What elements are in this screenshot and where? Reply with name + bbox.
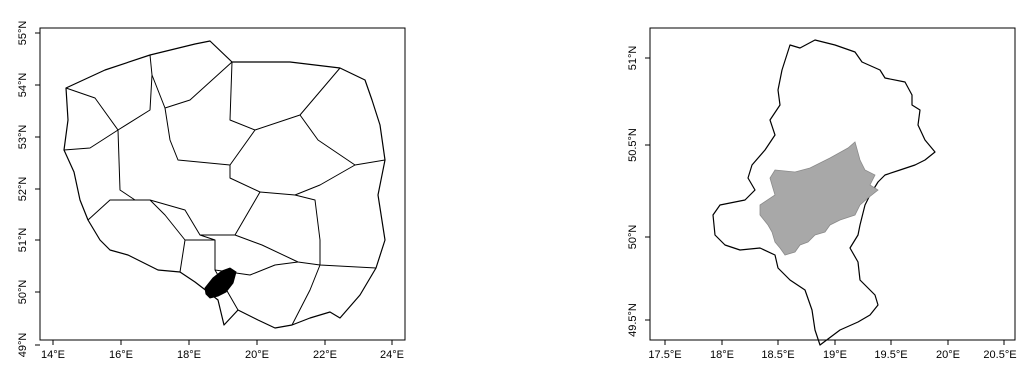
silesia-map-frame xyxy=(649,27,1016,341)
silesia-x-tick-label: 20°E xyxy=(936,349,960,361)
silesia-y-tick-label: 50.5°N xyxy=(627,128,639,162)
silesia-x-tick-label: 17.5°E xyxy=(648,349,681,361)
silesia-border xyxy=(712,39,936,346)
silesia-x-tick-label: 20.5°E xyxy=(983,349,1016,361)
silesia-y-axis: 49.5°N 50°N 50.5°N 51°N xyxy=(627,46,650,337)
poland-y-tick-label: 50°N xyxy=(17,280,29,305)
silesia-x-axis: 17.5°E 18°E 18.5°E 19°E 19.5°E 20°E 20.5… xyxy=(648,340,1017,361)
poland-y-axis: 49°N 50°N 51°N 52°N 53°N 54°N 55°N xyxy=(17,21,40,358)
silesia-x-tick-label: 18.5°E xyxy=(761,349,794,361)
silesia-x-tick-label: 19°E xyxy=(823,349,847,361)
silesia-y-tick-label: 51°N xyxy=(627,46,639,71)
poland-y-tick-label: 51°N xyxy=(17,228,29,253)
silesia-x-tick-label: 19.5°E xyxy=(874,349,907,361)
poland-x-axis: 14°E 16°E 18°E 20°E 22°E 24°E xyxy=(41,340,404,361)
silesia-y-tick-label: 50°N xyxy=(627,225,639,250)
poland-y-tick-label: 49°N xyxy=(17,333,29,358)
poland-y-tick-label: 52°N xyxy=(17,177,29,202)
poland-x-tick-label: 24°E xyxy=(380,349,404,361)
poland-y-tick-label: 54°N xyxy=(17,73,29,98)
voivodeship-boundaries xyxy=(63,54,386,326)
poland-border xyxy=(63,40,386,329)
silesia-map: 17.5°E 18°E 18.5°E 19°E 19.5°E 20°E 20.5… xyxy=(627,27,1017,361)
poland-x-tick-label: 14°E xyxy=(41,349,65,361)
poland-highlight-region xyxy=(204,267,237,299)
silesia-highlight-region xyxy=(759,141,879,256)
poland-y-tick-label: 53°N xyxy=(17,125,29,150)
poland-map: 14°E 16°E 18°E 20°E 22°E 24°E 49°N 50°N … xyxy=(17,21,406,361)
poland-x-tick-label: 22°E xyxy=(313,349,337,361)
poland-y-tick-label: 55°N xyxy=(17,21,29,46)
poland-map-frame xyxy=(39,27,406,341)
silesia-y-tick-label: 49.5°N xyxy=(627,303,639,337)
poland-x-tick-label: 16°E xyxy=(109,349,133,361)
poland-x-tick-label: 20°E xyxy=(245,349,269,361)
poland-x-tick-label: 18°E xyxy=(177,349,201,361)
silesia-x-tick-label: 18°E xyxy=(710,349,734,361)
